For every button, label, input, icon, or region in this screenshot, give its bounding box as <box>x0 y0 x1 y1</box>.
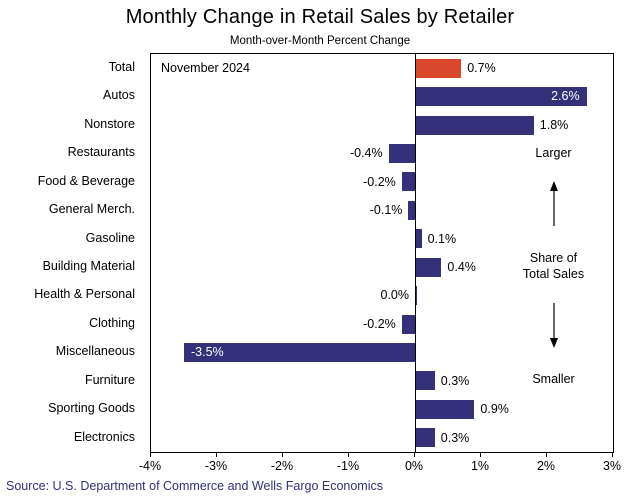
bar-total <box>415 58 462 78</box>
x-tick-mark <box>282 453 283 457</box>
chart-title: Monthly Change in Retail Sales by Retail… <box>125 6 515 28</box>
value-label-sporting-goods: 0.9% <box>480 402 509 417</box>
x-tick-mark <box>348 453 349 457</box>
category-label-autos: Autos <box>103 88 135 103</box>
share-middle-label: Share of Total Sales <box>522 251 585 281</box>
x-tick-label: 1% <box>470 459 490 473</box>
value-label-general-merch: -0.1% <box>369 203 403 218</box>
arrow-down-icon <box>548 302 560 353</box>
category-label-furniture: Furniture <box>84 372 135 387</box>
share-larger-label: Larger <box>535 146 572 160</box>
category-label-general-merch: General Merch. <box>48 202 135 217</box>
bar-building-material <box>415 257 442 277</box>
share-annotation: Larger Share of Total Sales Smaller <box>491 146 616 388</box>
x-tick-label: -1% <box>336 459 360 473</box>
category-label-electronics: Electronics <box>73 429 135 444</box>
category-label-building-material: Building Material <box>42 259 135 273</box>
category-label-clothing: Clothing <box>89 315 135 330</box>
category-label-miscellaneous: Miscellaneous <box>55 344 135 359</box>
bar-furniture <box>415 371 435 391</box>
value-label-health-personal: 0.0% <box>380 288 410 303</box>
arrow-up-icon <box>548 181 560 232</box>
bar-clothing <box>401 314 415 334</box>
bar-restaurants <box>388 144 415 163</box>
value-label-total: 0.7% <box>467 61 496 75</box>
bar-food-beverage <box>401 172 415 192</box>
y-axis-labels: Total Autos Nonstore Restaurants Food & Beve… <box>0 53 143 453</box>
zero-axis-line <box>415 54 416 452</box>
bar-sporting-goods <box>415 399 475 419</box>
x-tick-label: 0% <box>404 459 424 473</box>
x-tick-mark <box>546 453 547 457</box>
source-text: Source: U.S. Department of Commerce and … <box>6 479 383 493</box>
bar-nonstore <box>415 115 534 135</box>
x-tick-mark <box>150 453 151 457</box>
value-label-electronics: 0.3% <box>440 430 470 445</box>
bar-miscellaneous <box>184 343 415 362</box>
value-label-food-beverage: -0.2% <box>363 174 396 189</box>
x-tick-mark <box>612 453 613 457</box>
x-axis: -4% -3% -2% -1% 0% 1% 2% 3% <box>139 453 621 475</box>
x-tick-label: -4% <box>138 459 162 473</box>
x-tick-label: 3% <box>602 459 622 473</box>
x-tick-mark <box>414 453 415 457</box>
bar-gasoline <box>415 229 422 249</box>
x-tick-mark <box>480 453 481 457</box>
chart-subtitle: Month-over-Month Percent Change <box>229 35 411 47</box>
category-label-health-personal: Health & Personal <box>34 287 135 302</box>
x-tick-label: 2% <box>536 459 556 473</box>
value-label-restaurants: -0.4% <box>349 146 383 161</box>
category-label-total: Total <box>108 60 135 74</box>
value-label-nonstore: 1.8% <box>539 117 569 132</box>
x-tick-label: -3% <box>204 459 228 473</box>
plot-area: November 2024 Larger Share of Total Sale… <box>150 53 614 453</box>
value-label-miscellaneous: -3.5% <box>191 345 224 360</box>
value-label-furniture: 0.3% <box>440 373 470 388</box>
x-tick-mark <box>216 453 217 457</box>
value-label-gasoline: 0.1% <box>427 231 457 246</box>
category-label-nonstore: Nonstore <box>84 116 135 131</box>
value-label-autos: 2.6% <box>551 89 580 104</box>
value-label-clothing: -0.2% <box>363 316 396 331</box>
share-smaller-label: Smaller <box>532 372 575 387</box>
bar-autos <box>415 87 587 107</box>
bar-electronics <box>415 428 435 448</box>
bar-general-merch <box>408 200 415 220</box>
category-label-food-beverage: Food & Beverage <box>37 173 135 188</box>
category-label-sporting-goods: Sporting Goods <box>48 401 135 416</box>
date-annotation: November 2024 <box>161 61 250 75</box>
category-label-restaurants: Restaurants <box>67 145 135 160</box>
x-tick-label: -2% <box>270 459 294 473</box>
value-label-building-material: 0.4% <box>447 260 476 274</box>
category-label-gasoline: Gasoline <box>85 230 135 245</box>
